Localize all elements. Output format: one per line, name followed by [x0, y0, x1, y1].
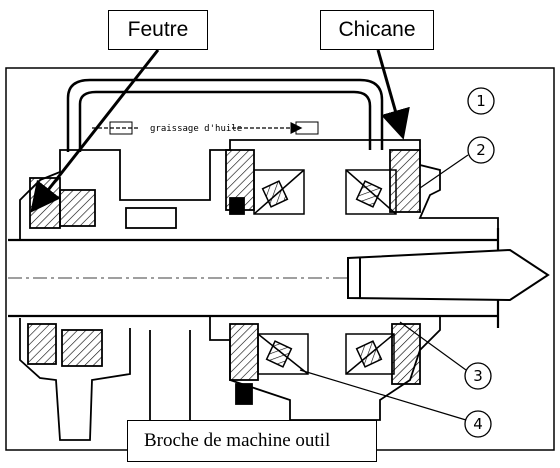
svg-text:1: 1: [476, 92, 486, 110]
svg-text:2: 2: [476, 141, 486, 159]
chicane-arrow: [376, 49, 410, 140]
bearing-lower-left: [257, 333, 309, 375]
feutre-label: Feutre: [108, 10, 208, 50]
marker-3: 3: [399, 321, 492, 390]
bearing-upper-right: [345, 169, 397, 215]
svg-text:3: 3: [473, 367, 483, 385]
marker-2: 2: [419, 136, 495, 189]
svg-text:4: 4: [473, 415, 483, 433]
pipe-label: graissage d'huile: [150, 124, 242, 134]
housing-lower: [19, 316, 441, 441]
bearing-lower-right: [345, 333, 395, 375]
bearing-upper-left: [253, 169, 305, 215]
chicane-label: Chicane: [320, 10, 434, 50]
taper-center: [347, 248, 550, 302]
housing-upper: [19, 139, 499, 240]
feutre-arrow: [30, 49, 160, 213]
marker-4: 4: [299, 369, 492, 438]
oil-pipe: [66, 78, 384, 152]
marker-1: 1: [467, 87, 495, 115]
figure-caption: Broche de machine outil: [127, 420, 377, 462]
